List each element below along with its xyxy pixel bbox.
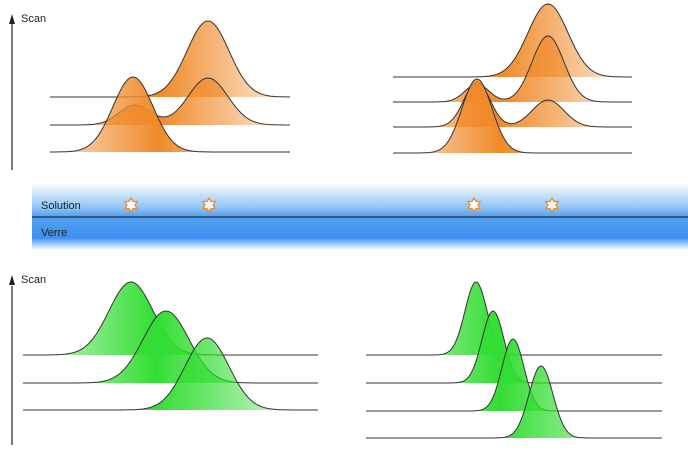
green-scan-panel-left: [23, 281, 318, 411]
trace-tl-3-line: [50, 76, 290, 153]
trace-tr-1-fill: [393, 4, 632, 77]
particle-star-icon: [466, 196, 482, 214]
interface-band: Solution Verre: [32, 182, 688, 250]
trace-bl-1-fill: [23, 282, 318, 355]
particle-star-icon: [123, 196, 139, 214]
scan-label-bottom: Scan: [21, 274, 46, 286]
trace-tl-3-fill: [50, 77, 290, 152]
trace-tr-2-line: [393, 35, 632, 103]
glass-label: Verre: [41, 227, 67, 239]
trace-br-3-fill: [366, 339, 662, 411]
trace-tl-1-fill: [50, 21, 290, 97]
scan-label-top: Scan: [21, 13, 46, 25]
trace-tl-2-fill: [50, 78, 290, 125]
particle-star-icon: [544, 196, 560, 214]
trace-tr-2-fill: [393, 36, 632, 102]
particle-star-icon: [201, 196, 217, 214]
trace-tr-4-line: [393, 78, 632, 154]
trace-bl-2-line: [23, 310, 318, 384]
scan-axis-top: Scan: [9, 13, 46, 170]
trace-bl-3-line: [23, 337, 318, 411]
trace-tr-1-line: [393, 3, 632, 78]
solution-label: Solution: [41, 200, 81, 212]
trace-tl-1-line: [50, 20, 290, 98]
trace-tl-2-line: [50, 77, 290, 126]
trace-tr-3-line: [393, 81, 632, 128]
trace-br-3-line: [366, 338, 662, 412]
particles: [123, 196, 560, 214]
trace-tr-4-fill: [393, 79, 632, 153]
orange-scan-panel-right: [393, 3, 632, 154]
orange-scan-panel-left: [50, 20, 290, 153]
green-scan-panel-right: [366, 281, 662, 439]
trace-br-4-line: [366, 365, 662, 439]
trace-bl-2-fill: [23, 311, 318, 383]
trace-tr-3-fill: [393, 82, 632, 127]
trace-bl-3-fill: [23, 338, 318, 410]
scan-axis-bottom: Scan: [9, 274, 46, 445]
